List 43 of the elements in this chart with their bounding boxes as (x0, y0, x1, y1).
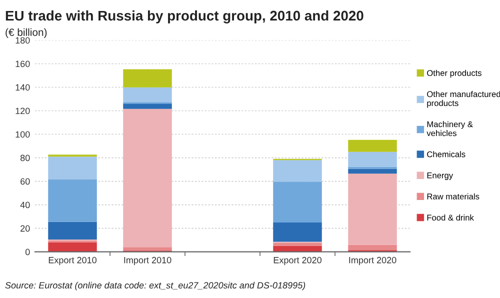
bar (48, 156, 97, 180)
bar (273, 160, 322, 182)
bar (348, 152, 397, 167)
source-note: Source: Eurostat (online data code: ext_st_eu27_2020sitc and DS-018995) (5, 282, 306, 290)
legend-label: Energy (427, 172, 454, 180)
x-tick-label: Export 2020 (274, 256, 322, 266)
bar (123, 247, 172, 251)
x-tick-label: Import 2020 (349, 256, 396, 266)
bar (123, 108, 172, 248)
y-tick-label: 160 (16, 60, 30, 68)
x-tick-label: Export 2010 (48, 256, 96, 266)
bar (123, 87, 172, 102)
bar (273, 246, 322, 252)
bar (48, 222, 97, 240)
chart-title: EU trade with Russia by product group, 2010 and 2020 (6, 10, 364, 24)
bar (273, 182, 322, 223)
bar (348, 174, 397, 245)
y-tick-label: 60 (20, 178, 30, 185)
legend-label: Other manufactured products (427, 90, 500, 108)
bar (123, 69, 172, 88)
y-tick-label: 180 (16, 37, 30, 44)
chart-subtitle: (€ billion) (6, 28, 47, 38)
y-tick-label: 120 (16, 108, 30, 114)
bar (348, 140, 397, 152)
bar (348, 168, 397, 174)
legend-label: Chemicals (427, 151, 466, 158)
x-tick-label: Import 2010 (124, 256, 172, 266)
legend-label: Machinery & vehicles (426, 121, 473, 136)
bar (273, 242, 322, 246)
bar (48, 242, 97, 252)
y-tick-label: 140 (16, 84, 30, 91)
y-tick-label: 0 (25, 248, 30, 256)
y-tick-label: 20 (20, 225, 30, 232)
y-tick-label: 100 (16, 131, 30, 138)
y-tick-label: 80 (20, 154, 30, 162)
bar (348, 244, 397, 250)
bar (48, 180, 97, 222)
bar (273, 222, 322, 242)
legend-label: Other products (427, 70, 482, 78)
y-tick-label: 40 (20, 202, 30, 208)
bar (123, 104, 172, 109)
legend-label: Raw materials (427, 193, 480, 200)
legend-label: Food & drink (427, 214, 474, 221)
